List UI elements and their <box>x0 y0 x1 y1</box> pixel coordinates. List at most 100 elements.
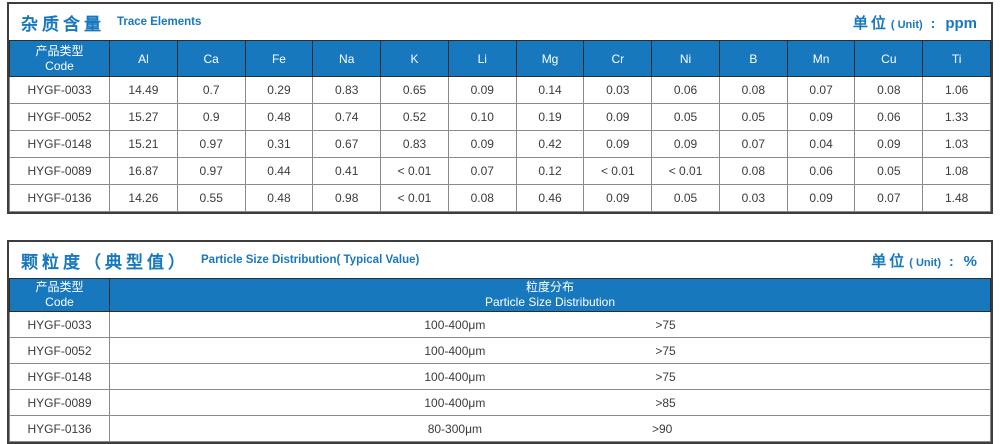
particle-title-zh: 颗粒度（典型值） <box>21 252 189 272</box>
value-cell: 0.07 <box>854 184 924 212</box>
table-row: HYGF-0033 100-400μm >75 <box>8 311 991 338</box>
distribution-cell: 100-400μm >85 <box>109 389 991 416</box>
trace-elements-title-bar: 杂质含量 Trace Elements 单位 ( Unit) : ppm <box>9 4 991 40</box>
value-cell: < 0.01 <box>380 184 449 212</box>
trace-title-en: Trace Elements <box>117 16 202 28</box>
column-header-element: Mn <box>786 40 856 77</box>
percentage-value: >75 <box>655 369 676 384</box>
particle-table-header: 产品类型 Code 粒度分布 Particle Size Distributio… <box>8 278 991 312</box>
unit-value: % <box>963 252 977 270</box>
value-cell: 15.27 <box>109 103 178 131</box>
value-cell: 0.08 <box>718 157 788 185</box>
product-code: HYGF-0033 <box>8 311 111 338</box>
value-cell: 1.33 <box>922 103 991 131</box>
column-header-code: 产品类型 Code <box>8 40 111 77</box>
unit-zh: 单位 <box>852 14 889 32</box>
value-cell: 0.09 <box>786 184 856 212</box>
value-cell: 0.09 <box>447 76 517 104</box>
column-header-element: K <box>380 40 449 77</box>
value-cell: 0.08 <box>447 184 517 212</box>
trace-table-body: HYGF-0033 14.49 0.7 0.29 0.83 0.65 0.09 … <box>8 76 991 212</box>
particle-size-heading: 颗粒度（典型值） Particle Size Distribution( Typ… <box>21 248 419 273</box>
particle-size-section: 颗粒度（典型值） Particle Size Distribution( Typ… <box>7 240 993 444</box>
table-row: HYGF-0052 100-400μm >75 <box>8 337 991 364</box>
value-cell: 0.41 <box>312 157 382 185</box>
product-code: HYGF-0052 <box>8 337 111 364</box>
value-cell: 0.97 <box>176 130 246 158</box>
value-cell: 0.48 <box>244 184 314 212</box>
value-cell: 0.03 <box>718 184 788 212</box>
value-cell: 0.14 <box>515 76 585 104</box>
table-row: HYGF-0033 14.49 0.7 0.29 0.83 0.65 0.09 … <box>8 76 991 104</box>
column-header-element: Ca <box>176 40 246 77</box>
size-range: 80-300μm <box>427 421 482 436</box>
value-cell: 14.26 <box>109 184 178 212</box>
trace-elements-section: 杂质含量 Trace Elements 单位 ( Unit) : ppm 产品类… <box>7 2 993 214</box>
product-code: HYGF-0033 <box>8 76 111 104</box>
table-row: HYGF-0089 16.87 0.97 0.44 0.41 < 0.01 0.… <box>8 157 991 185</box>
value-cell: 0.08 <box>854 76 924 104</box>
percentage-value: >85 <box>655 395 676 410</box>
table-row: HYGF-0136 14.26 0.55 0.48 0.98 < 0.01 0.… <box>8 184 991 212</box>
table-row: HYGF-0136 80-300μm >90 <box>8 415 991 442</box>
size-range: 100-400μm <box>424 395 486 410</box>
particle-size-title-bar: 颗粒度（典型值） Particle Size Distribution( Typ… <box>9 242 991 278</box>
value-cell: 1.08 <box>922 157 991 185</box>
trace-elements-heading: 杂质含量 Trace Elements <box>21 10 201 35</box>
product-code: HYGF-0089 <box>8 389 111 416</box>
value-cell: 0.09 <box>583 130 653 158</box>
value-cell: 0.97 <box>176 157 246 185</box>
particle-unit-label: 单位 ( Unit) : % <box>871 250 977 271</box>
value-cell: 0.05 <box>718 103 788 131</box>
unit-en: ( Unit) <box>909 256 941 269</box>
table-row: HYGF-0148 100-400μm >75 <box>8 363 991 390</box>
size-range: 100-400μm <box>424 369 486 384</box>
trace-unit-label: 单位 ( Unit) : ppm <box>853 12 977 33</box>
distribution-cell: 100-400μm >75 <box>109 337 991 364</box>
value-cell: 0.67 <box>312 130 382 158</box>
value-cell: 0.07 <box>447 157 517 185</box>
column-header-element: Na <box>312 40 382 77</box>
value-cell: 0.19 <box>515 103 585 131</box>
value-cell: 0.06 <box>786 157 856 185</box>
dist-header-zh: 粒度分布 <box>526 280 575 294</box>
value-cell: 0.65 <box>380 76 449 104</box>
value-cell: 1.48 <box>922 184 991 212</box>
code-header-en: Code <box>45 58 74 73</box>
value-cell: 0.46 <box>515 184 585 212</box>
value-cell: 0.9 <box>176 103 246 131</box>
value-cell: 0.7 <box>176 76 246 104</box>
column-header-element: Fe <box>244 40 314 77</box>
unit-colon: : <box>930 14 936 31</box>
value-cell: 0.42 <box>515 130 585 158</box>
size-range: 100-400μm <box>424 343 486 358</box>
value-cell: 0.74 <box>312 103 382 131</box>
header-row: 产品类型 Code 粒度分布 Particle Size Distributio… <box>8 278 991 312</box>
value-cell: 0.55 <box>176 184 246 212</box>
value-cell: < 0.01 <box>380 157 449 185</box>
value-cell: 0.07 <box>718 130 788 158</box>
value-cell: 0.06 <box>854 103 924 131</box>
value-cell: 14.49 <box>109 76 178 104</box>
value-cell: 0.09 <box>447 130 517 158</box>
particle-table-body: HYGF-0033 100-400μm >75 HYGF-0052 100-40… <box>8 311 991 442</box>
value-cell: 0.04 <box>786 130 856 158</box>
value-cell: 0.06 <box>651 76 720 104</box>
header-row: 产品类型 Code Al Ca Fe Na K Li Mg Cr Ni B Mn… <box>8 40 991 77</box>
product-code: HYGF-0148 <box>8 130 111 158</box>
column-header-element: Cr <box>583 40 653 77</box>
trace-title-zh: 杂质含量 <box>21 14 105 34</box>
table-row: HYGF-0052 15.27 0.9 0.48 0.74 0.52 0.10 … <box>8 103 991 131</box>
unit-colon: : <box>948 252 954 269</box>
particle-size-table: 产品类型 Code 粒度分布 Particle Size Distributio… <box>8 278 991 442</box>
code-header-en: Code <box>45 295 74 309</box>
distribution-cell: 100-400μm >75 <box>109 363 991 390</box>
value-cell: 0.44 <box>244 157 314 185</box>
value-cell: 1.06 <box>922 76 991 104</box>
value-cell: 0.29 <box>244 76 314 104</box>
distribution-cell: 80-300μm >90 <box>109 415 991 442</box>
column-header-element: Ni <box>651 40 720 77</box>
value-cell: 0.83 <box>380 130 449 158</box>
value-cell: 0.05 <box>651 184 720 212</box>
distribution-cell: 100-400μm >75 <box>109 311 991 338</box>
